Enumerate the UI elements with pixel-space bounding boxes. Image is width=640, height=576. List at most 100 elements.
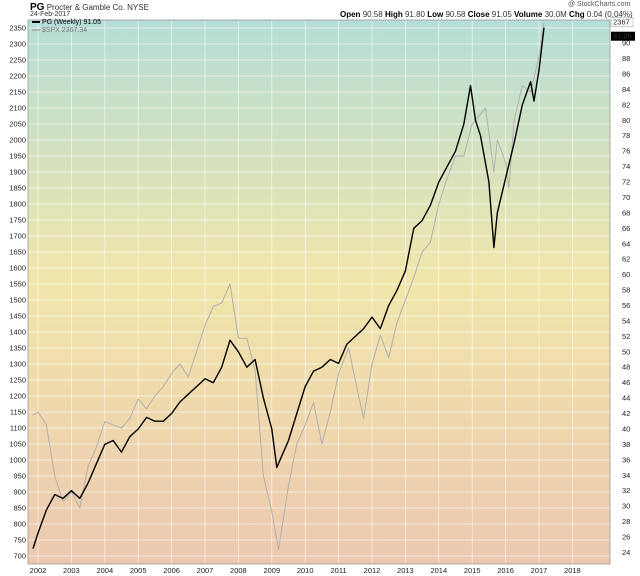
pg-line: [32, 27, 545, 549]
x-tick-label: 2012: [364, 566, 381, 575]
left-tick-label: 1800: [9, 200, 26, 209]
x-tick-label: 2004: [96, 566, 113, 575]
left-tick-label: 1950: [9, 152, 26, 161]
right-tick-label: 60: [622, 270, 630, 279]
left-tick-label: 1150: [10, 408, 26, 417]
left-tick-label: 1550: [9, 280, 26, 289]
chart-title: PG Procter & Gamble Co. NYSE: [30, 2, 149, 13]
exchange: NYSE: [127, 3, 149, 12]
x-tick-label: 2007: [197, 566, 214, 575]
x-tick-label: 2009: [263, 566, 280, 575]
open-value: 90.58: [362, 10, 383, 19]
legend-pg-label: PG (Weekly) 91.05: [41, 19, 101, 26]
close-label: Close: [467, 10, 490, 19]
right-tick-label: 90: [622, 39, 630, 48]
spx-price-tag: [610, 17, 634, 27]
right-tick-label: 58: [622, 286, 630, 295]
right-tick-label: 44: [622, 394, 630, 403]
right-tick-label: 28: [622, 517, 630, 526]
right-tick-label: 52: [622, 332, 630, 341]
grid: [28, 20, 610, 564]
pg-price-tag: [611, 31, 635, 41]
left-tick-label: 1250: [9, 376, 26, 385]
legend-pg-swatch: [32, 21, 40, 24]
source-credit: @ StockCharts.com: [568, 1, 631, 8]
left-tick-label: 2200: [9, 72, 26, 81]
right-tick-label: 24: [622, 548, 630, 557]
left-tick-label: 850: [13, 504, 26, 513]
legend-spx: $SPX 2367.34: [32, 27, 87, 34]
symbol: PG: [30, 2, 45, 13]
right-tick-label: 32: [622, 486, 630, 495]
right-tick-label: 30: [622, 502, 630, 511]
right-tick-label: 46: [622, 378, 630, 387]
ohlc-bar: Open 90.58 High 91.80 Low 90.58 Close 91…: [340, 10, 633, 19]
left-tick-label: 800: [13, 520, 26, 529]
x-tick-label: 2014: [430, 566, 447, 575]
spx-line: [32, 22, 545, 551]
left-tick-label: 2100: [9, 104, 26, 113]
left-tick-label: 2050: [9, 120, 26, 129]
right-tick-label: 64: [622, 239, 630, 248]
left-tick-label: 2250: [9, 56, 26, 65]
right-tick-label: 82: [622, 100, 630, 109]
x-tick-label: 2002: [30, 566, 47, 575]
x-tick-label: 2008: [230, 566, 247, 575]
right-tick-label: 66: [622, 224, 630, 233]
low-label: Low: [427, 10, 444, 19]
right-tick-label: 26: [622, 532, 630, 541]
x-tick-label: 2011: [331, 566, 347, 575]
left-tick-label: 1900: [9, 168, 26, 177]
left-tick-label: 1600: [9, 264, 26, 273]
x-tick-label: 2015: [464, 566, 481, 575]
left-tick-label: 700: [13, 552, 26, 561]
right-tick-label: 78: [622, 131, 630, 140]
plot-border: [27, 19, 611, 565]
left-tick-label: 1300: [9, 360, 26, 369]
x-tick-label: 2013: [397, 566, 414, 575]
right-tick-label: 34: [622, 471, 630, 480]
left-tick-label: 1650: [9, 248, 26, 257]
right-tick-label: 48: [622, 363, 630, 372]
price-tags: 2367 91.05: [610, 17, 635, 41]
chart-date: 24-Feb-2017: [30, 11, 71, 18]
right-tick-label: 76: [622, 147, 630, 156]
left-tick-label: 1200: [9, 392, 26, 401]
right-tick-label: 74: [622, 162, 630, 171]
x-tick-label: 2006: [163, 566, 180, 575]
left-tick-label: 900: [13, 488, 26, 497]
left-tick-label: 750: [13, 536, 26, 545]
left-tick-label: 2000: [9, 136, 26, 145]
right-tick-label: 88: [622, 54, 630, 63]
left-tick-label: 950: [13, 472, 26, 481]
left-tick-label: 1100: [10, 424, 26, 433]
volume-label: Volume: [514, 10, 543, 19]
right-tick-label: 70: [622, 193, 630, 202]
left-tick-label: 1000: [9, 456, 26, 465]
x-tick-label: 2010: [297, 566, 314, 575]
left-tick-label: 1050: [9, 440, 26, 449]
company-name: Procter & Gamble Co.: [46, 3, 125, 12]
right-tick-label: 84: [622, 85, 630, 94]
right-tick-label: 62: [622, 255, 630, 264]
volume-value: 30.0M: [544, 10, 567, 19]
left-tick-label: 1450: [9, 312, 26, 321]
x-tick-label: 2005: [130, 566, 147, 575]
left-tick-label: 1500: [9, 296, 26, 305]
left-tick-label: 1700: [9, 232, 26, 241]
right-tick-label: 40: [622, 424, 630, 433]
x-tick-label: 2018: [564, 566, 581, 575]
high-value: 91.80: [404, 10, 425, 19]
pg-price-tag-label: 91.05: [613, 32, 632, 41]
right-tick-label: 50: [622, 347, 630, 356]
plot-background: [28, 20, 610, 564]
right-tick-label: 38: [622, 440, 630, 449]
left-tick-label: 2150: [9, 88, 26, 97]
left-tick-label: 1850: [9, 184, 26, 193]
right-tick-label: 86: [622, 70, 630, 79]
x-tick-label: 2016: [497, 566, 514, 575]
x-tick-label: 2003: [63, 566, 80, 575]
right-tick-label: 56: [622, 301, 630, 310]
right-tick-label: 54: [622, 316, 630, 325]
